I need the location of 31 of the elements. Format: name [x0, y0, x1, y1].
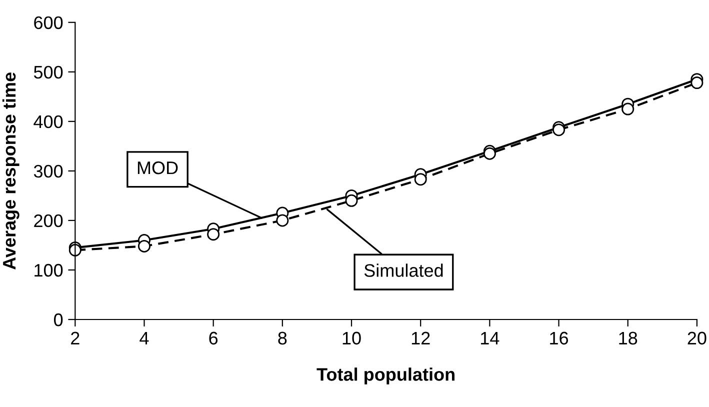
y-tick-label: 300	[34, 164, 63, 178]
y-tick-label: 400	[34, 115, 63, 128]
y-tick-label: 500	[34, 66, 63, 79]
point	[68, 244, 82, 256]
annotation: MOD	[138, 161, 178, 174]
y-tick-label: 0	[54, 313, 63, 326]
point	[483, 147, 496, 160]
x-tick-label: 10	[342, 332, 361, 345]
x-tick-label: 2	[71, 332, 80, 344]
x-tick-label: 8	[278, 332, 287, 345]
x-tick-label: 20	[688, 332, 706, 345]
x-axis-title: Total population	[316, 368, 454, 384]
x-tick-label: 14	[481, 332, 500, 344]
x-tick-label: 12	[412, 332, 430, 344]
point	[207, 228, 220, 241]
point	[622, 102, 634, 116]
annotation: Simulated	[364, 264, 443, 277]
x-tick-label: 18	[619, 332, 638, 345]
point	[552, 124, 566, 136]
point	[138, 240, 150, 252]
point	[690, 76, 704, 90]
y-tick-label: 600	[34, 16, 63, 30]
x-tick-label: 6	[209, 332, 218, 345]
y-tick-label: 100	[34, 264, 63, 277]
point	[276, 214, 289, 227]
x-tick-label: 4	[140, 332, 149, 344]
x-tick-label: 16	[550, 332, 568, 345]
y-tick-label: 200	[34, 214, 63, 228]
point	[414, 173, 427, 186]
point	[345, 194, 358, 207]
y-axis-title: Average response time	[2, 72, 20, 270]
